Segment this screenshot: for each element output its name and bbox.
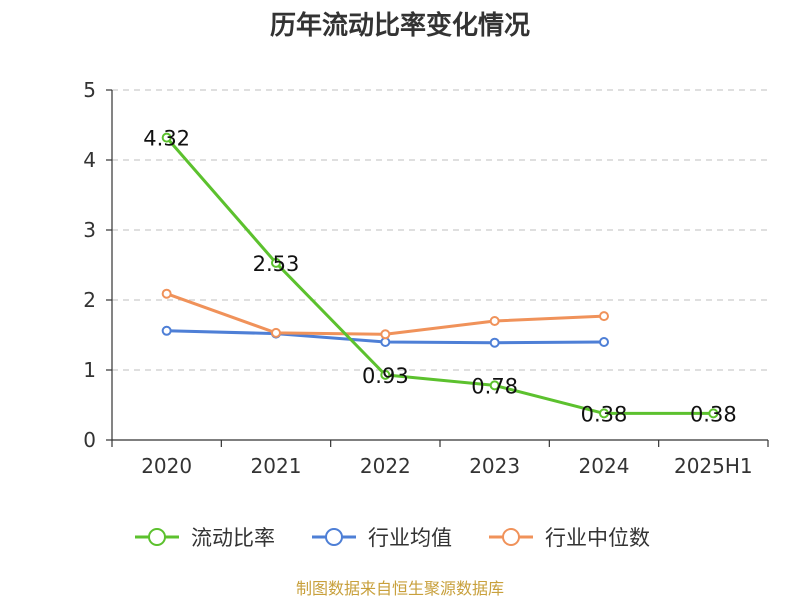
data-point [161,288,172,299]
chart-title: 历年流动比率变化情况 [270,10,530,41]
data-label: 2.53 [253,252,300,276]
data-point [271,327,281,338]
data-point [489,337,500,348]
legend-label: 行业中位数 [545,526,650,550]
legend-item[interactable]: 行业中位数 [489,526,650,550]
y-tick-label: 3 [83,218,96,242]
data-label: 0.78 [471,374,518,398]
data-point [599,311,609,322]
data-point [489,316,500,326]
x-tick-label: 2022 [360,454,411,478]
data-point [271,257,281,268]
x-tick-label: 2020 [141,454,192,478]
legend-marker-icon [502,528,520,546]
data-point [489,380,500,391]
data-label: 0.38 [581,402,628,426]
y-tick-label: 2 [83,288,96,312]
data-point [380,369,391,380]
data-label: 4.32 [143,127,190,151]
data-point [708,408,719,419]
data-point [161,325,172,336]
series-line [165,136,714,415]
source-note: 制图数据来自恒生聚源数据库 [296,579,504,598]
x-tick-label: 2024 [579,454,630,478]
legend-label: 行业均值 [368,526,452,550]
y-tick-label: 1 [83,358,96,382]
data-point [161,132,172,143]
x-tick-label: 2021 [251,454,302,478]
data-label: 0.93 [362,364,409,388]
legend-item[interactable]: 流动比率 [135,526,275,550]
data-labels: 4.32 2.53 0.93 0.78 0.38 0.38 [143,127,736,427]
x-tick-label: 2025H1 [674,454,753,478]
legend-item[interactable]: 行业均值 [312,526,452,550]
data-point [380,329,391,340]
legend-label: 流动比率 [191,526,275,550]
data-point [599,337,609,347]
series-line [166,292,605,336]
data-label: 0.38 [690,402,737,426]
y-tick-label: 4 [83,148,96,172]
legend-marker-icon [148,528,166,546]
legend-marker-icon [325,528,343,546]
x-tick-label: 2023 [469,454,520,478]
axes: 0 1 2 3 4 5 2020 2021 2022 2023 2024 2025H1 [83,78,769,478]
y-tick-label: 0 [83,428,96,452]
series-group [161,132,719,419]
y-tick-label: 5 [83,78,96,102]
legend[interactable]: 流动比率 行业均值 行业中位数 [135,526,650,550]
data-point [599,408,609,419]
